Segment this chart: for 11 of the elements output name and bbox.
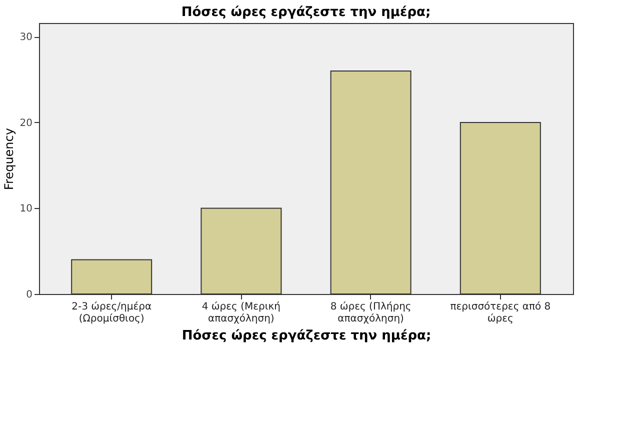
x-axis-title: Πόσες ώρες εργάζεστε την ημέρα; bbox=[182, 328, 432, 344]
y-tick-label: 10 bbox=[20, 204, 32, 215]
chart-title: Πόσες ώρες εργάζεστε την ημέρα; bbox=[181, 5, 431, 20]
y-axis-title: Frequency bbox=[2, 128, 16, 190]
y-tick-label: 20 bbox=[20, 118, 32, 129]
x-tick-label: περισσότερες από 8 ώρες bbox=[450, 302, 551, 324]
x-tick-label: 4 ώρες (Μερική απασχόληση) bbox=[202, 302, 281, 324]
x-tick-label: 8 ώρες (Πλήρης απασχόληση) bbox=[330, 302, 412, 324]
x-tick-label: 2-3 ώρες/ημέρα (Ωρομίσθιος) bbox=[72, 302, 152, 324]
y-tick-label: 0 bbox=[26, 290, 32, 300]
y-tick-label: 30 bbox=[20, 32, 32, 44]
